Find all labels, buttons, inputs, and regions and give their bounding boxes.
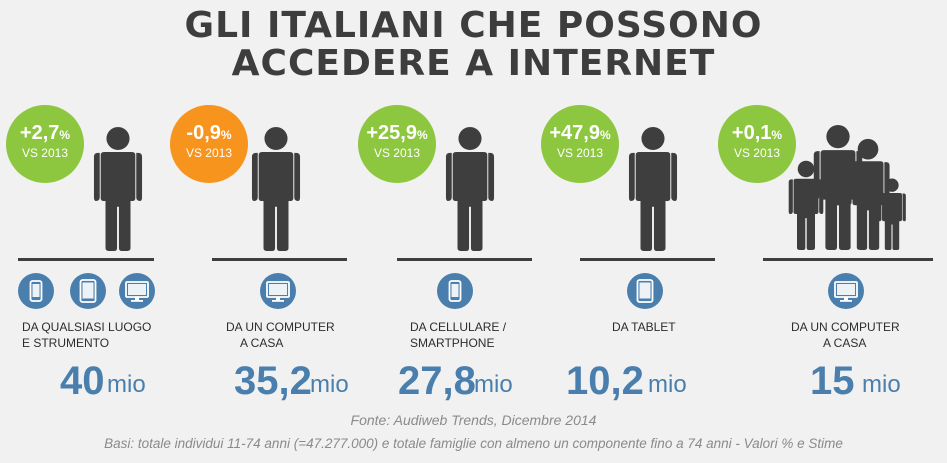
access-label-line-2: SMARTPHONE — [410, 336, 495, 350]
percent-sign: % — [416, 128, 428, 142]
access-label-line-2: A CASA — [823, 336, 867, 350]
change-value: +2,7 — [19, 122, 60, 144]
person-icon — [623, 126, 683, 251]
change-badge: +0,1% VS 2013 — [718, 105, 796, 183]
users-value: 27,8 — [398, 359, 476, 403]
change-value: +0,1 — [731, 122, 772, 144]
person-icon — [88, 126, 148, 251]
percent-sign: % — [771, 128, 783, 142]
comparison-year: VS 2013 — [556, 146, 604, 160]
comparison-year: VS 2013 — [185, 146, 233, 160]
monitor-icon — [260, 273, 296, 309]
access-label: DA UN COMPUTER A CASA — [226, 319, 376, 351]
monitor-icon — [828, 273, 864, 309]
users-value: 10,2 — [566, 359, 644, 403]
comparison-year: VS 2013 — [373, 146, 421, 160]
users-value: 15 — [810, 359, 855, 403]
change-badge: -0,9% VS 2013 — [170, 105, 248, 183]
divider — [18, 258, 154, 261]
monitor-icon — [119, 273, 155, 309]
tablet-icon — [70, 273, 106, 309]
smartphone-icon — [437, 273, 473, 309]
users-value: 35,2 — [234, 359, 312, 403]
access-label-line-1: DA CELLULARE / — [410, 320, 507, 334]
change-value: +47,9 — [549, 122, 600, 144]
basis-note: Basi: totale individui 11-74 anni (=47.2… — [104, 436, 843, 451]
access-label: DA TABLET — [612, 319, 762, 335]
comparison-year: VS 2013 — [21, 146, 69, 160]
divider — [763, 258, 933, 261]
change-value: -0,9 — [186, 122, 221, 144]
change-badge: +2,7% VS 2013 — [6, 105, 84, 183]
person-icon — [440, 126, 500, 251]
access-label: DA UN COMPUTER A CASA — [791, 319, 941, 351]
access-label-line-1: DA UN COMPUTER — [226, 320, 335, 334]
change-badge: +25,9% VS 2013 — [358, 105, 436, 183]
divider — [212, 258, 347, 261]
title-line-2: ACCEDERE A INTERNET — [231, 43, 716, 84]
change-value: +25,9 — [366, 122, 417, 144]
divider — [580, 258, 715, 261]
girl-icon — [874, 178, 910, 250]
percent-sign: % — [59, 128, 71, 142]
access-label-line-1: DA QUALSIASI LUOGO — [22, 320, 152, 334]
access-label: DA CELLULARE / SMARTPHONE — [410, 319, 560, 351]
access-label-line-1: DA TABLET — [612, 320, 676, 334]
tablet-icon — [627, 273, 663, 309]
source-note: Fonte: Audiweb Trends, Dicembre 2014 — [350, 412, 597, 428]
access-label: DA QUALSIASI LUOGO E STRUMENTO — [22, 319, 172, 351]
access-label-line-2: A CASA — [240, 336, 284, 350]
access-label-line-1: DA UN COMPUTER — [791, 320, 900, 334]
users-unit: mio — [107, 371, 146, 398]
percent-sign: % — [220, 128, 232, 142]
access-label-line-2: E STRUMENTO — [22, 336, 110, 350]
users-unit: mio — [474, 371, 513, 398]
smartphone-icon — [18, 273, 54, 309]
divider — [397, 258, 532, 261]
users-unit: mio — [310, 371, 349, 398]
users-unit: mio — [648, 371, 687, 398]
comparison-year: VS 2013 — [733, 146, 781, 160]
percent-sign: % — [599, 128, 611, 142]
users-unit: mio — [862, 371, 901, 398]
users-value: 40 — [60, 359, 105, 403]
change-badge: +47,9% VS 2013 — [541, 105, 619, 183]
person-icon — [246, 126, 306, 251]
title-line-1: GLI ITALIANI CHE POSSONO — [184, 5, 763, 46]
